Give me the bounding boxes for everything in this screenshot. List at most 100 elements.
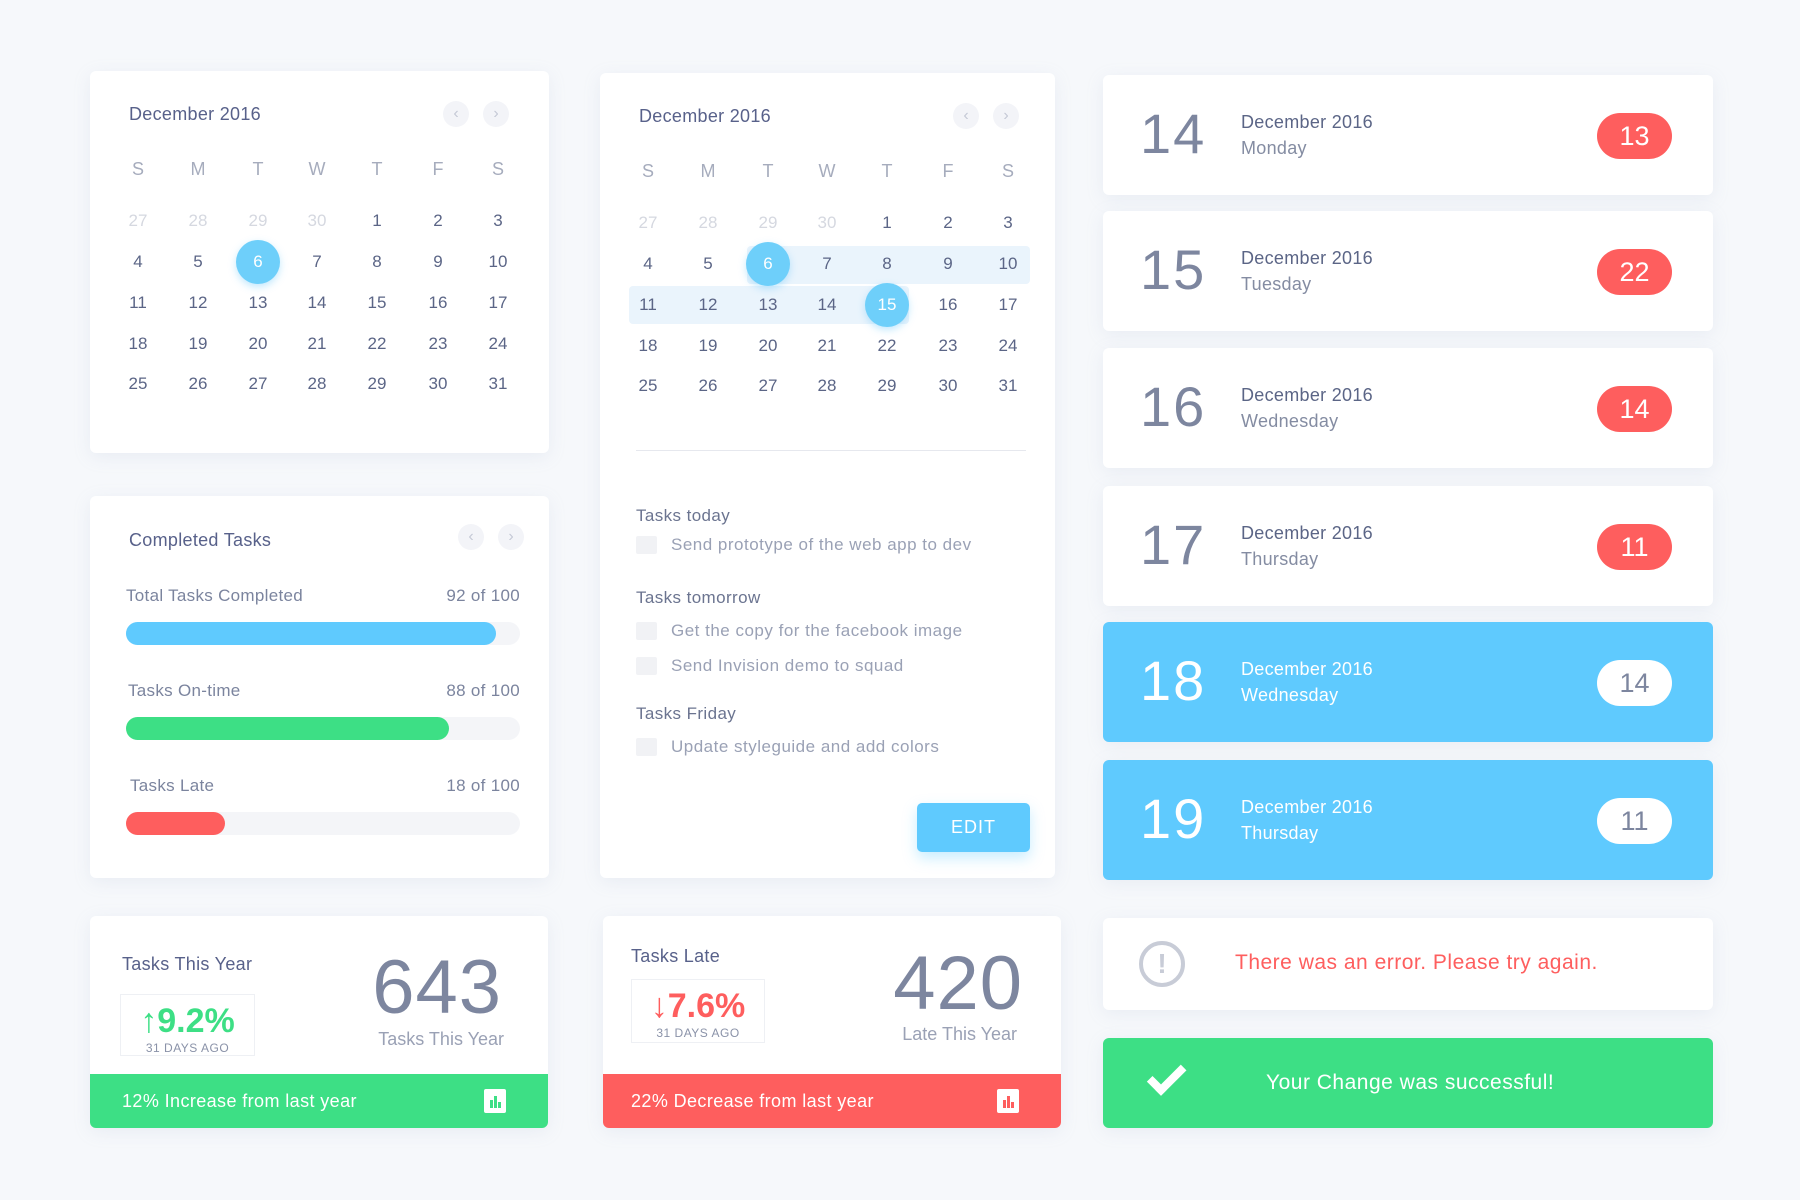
calendar-day[interactable]: 19	[188, 334, 208, 353]
calendar-day[interactable]: 27	[758, 376, 778, 395]
calendar-day[interactable]: 6	[746, 242, 790, 286]
calendar-day[interactable]: 30	[428, 374, 448, 393]
day-summary-card[interactable]: 16 December 2016 Wednesday 14	[1103, 348, 1713, 468]
day-month: December 2016	[1241, 659, 1373, 679]
calendar-day[interactable]: 26	[188, 374, 208, 393]
weekday-header: W	[308, 159, 326, 179]
calendar-day[interactable]: 20	[758, 336, 778, 355]
progress-value: 18 of 100	[446, 776, 520, 795]
calendar-day[interactable]: 28	[698, 213, 718, 232]
bar-chart-icon[interactable]	[484, 1089, 506, 1113]
calendar-day[interactable]: 22	[367, 334, 387, 353]
day-summary-card[interactable]: 14 December 2016 Monday 13	[1103, 75, 1713, 195]
calendar-day[interactable]: 28	[307, 374, 327, 393]
change-box: ↑9.2% 31 DAYS AGO	[120, 994, 255, 1056]
prev-button[interactable]: ‹	[458, 524, 484, 550]
calendar-day[interactable]: 16	[428, 293, 448, 312]
calendar-day[interactable]: 2	[433, 211, 443, 230]
calendar-day[interactable]: 1	[882, 213, 892, 232]
calendar-day[interactable]: 30	[817, 213, 837, 232]
calendar-day[interactable]: 5	[703, 254, 713, 273]
calendar-day[interactable]: 27	[128, 211, 148, 230]
calendar-day[interactable]: 6	[236, 240, 280, 284]
task-item[interactable]: Send Invision demo to squad	[636, 656, 904, 676]
calendar-day[interactable]: 25	[128, 374, 148, 393]
calendar-day[interactable]: 18	[128, 334, 148, 353]
calendar-day[interactable]: 15	[367, 293, 387, 312]
calendar-day[interactable]: 28	[188, 211, 208, 230]
calendar-day[interactable]: 29	[367, 374, 387, 393]
edit-button[interactable]: EDIT	[917, 803, 1030, 852]
calendar-day[interactable]: 29	[248, 211, 268, 230]
task-checkbox[interactable]	[636, 536, 657, 554]
task-checkbox[interactable]	[636, 622, 657, 640]
calendar-day[interactable]: 21	[307, 334, 327, 353]
calendar-day[interactable]: 7	[312, 252, 322, 271]
task-item[interactable]: Get the copy for the facebook image	[636, 621, 963, 641]
prev-month-button[interactable]: ‹	[443, 101, 469, 127]
progress-label: Tasks Late	[130, 776, 215, 795]
calendar-day[interactable]: 9	[433, 252, 443, 271]
calendar-day[interactable]: 14	[817, 295, 837, 314]
calendar-day[interactable]: 17	[488, 293, 508, 312]
task-item[interactable]: Send prototype of the web app to dev	[636, 535, 972, 555]
calendar-day[interactable]: 23	[428, 334, 448, 353]
bar-chart-icon[interactable]	[997, 1089, 1019, 1113]
task-checkbox[interactable]	[636, 738, 657, 756]
calendar-day[interactable]: 20	[248, 334, 268, 353]
calendar-day[interactable]: 13	[248, 293, 268, 312]
calendar-day[interactable]: 24	[998, 336, 1018, 355]
next-button[interactable]: ›	[498, 524, 524, 550]
calendar-day[interactable]: 25	[638, 376, 658, 395]
calendar-day[interactable]: 2	[943, 213, 953, 232]
calendar-day[interactable]: 4	[133, 252, 143, 271]
calendar-day[interactable]: 10	[998, 254, 1018, 273]
next-month-button[interactable]: ›	[483, 101, 509, 127]
calendar-day[interactable]: 17	[998, 295, 1018, 314]
calendar-day[interactable]: 29	[877, 376, 897, 395]
calendar-day[interactable]: 5	[193, 252, 203, 271]
day-summary-card[interactable]: 15 December 2016 Tuesday 22	[1103, 211, 1713, 331]
calendar-day[interactable]: 8	[882, 254, 892, 273]
day-number: 15	[1140, 238, 1207, 301]
calendar-day[interactable]: 31	[488, 374, 508, 393]
calendar-day[interactable]: 18	[638, 336, 658, 355]
day-summary-card[interactable]: 18 December 2016 Wednesday 14	[1103, 622, 1713, 742]
calendar-day[interactable]: 12	[698, 295, 718, 314]
calendar-day[interactable]: 3	[1003, 213, 1013, 232]
calendar-day[interactable]: 15	[865, 283, 909, 327]
task-item[interactable]: Update styleguide and add colors	[636, 737, 939, 757]
calendar-day[interactable]: 26	[698, 376, 718, 395]
calendar-day[interactable]: 4	[643, 254, 653, 273]
calendar-day[interactable]: 13	[758, 295, 778, 314]
calendar-day[interactable]: 1	[372, 211, 382, 230]
calendar-day[interactable]: 27	[638, 213, 658, 232]
calendar-day[interactable]: 11	[639, 295, 657, 314]
calendar-day[interactable]: 30	[307, 211, 327, 230]
calendar-day[interactable]: 9	[943, 254, 953, 273]
calendar-day[interactable]: 12	[188, 293, 208, 312]
calendar-day[interactable]: 3	[493, 211, 503, 230]
calendar-day[interactable]: 10	[488, 252, 508, 271]
task-checkbox[interactable]	[636, 657, 657, 675]
calendar-day[interactable]: 7	[822, 254, 832, 273]
calendar-day[interactable]: 28	[817, 376, 837, 395]
day-summary-card[interactable]: 17 December 2016 Thursday 11	[1103, 486, 1713, 606]
stat-title: Tasks Late	[631, 946, 721, 966]
calendar-day[interactable]: 11	[129, 293, 147, 312]
calendar-day[interactable]: 16	[938, 295, 958, 314]
prev-month-button[interactable]: ‹	[953, 103, 979, 129]
calendar-day[interactable]: 30	[938, 376, 958, 395]
calendar-day[interactable]: 27	[248, 374, 268, 393]
calendar-day[interactable]: 21	[817, 336, 837, 355]
calendar-day[interactable]: 19	[698, 336, 718, 355]
calendar-day[interactable]: 23	[938, 336, 958, 355]
next-month-button[interactable]: ›	[993, 103, 1019, 129]
calendar-day[interactable]: 14	[307, 293, 327, 312]
calendar-day[interactable]: 22	[877, 336, 897, 355]
calendar-day[interactable]: 31	[998, 376, 1018, 395]
day-summary-card[interactable]: 19 December 2016 Thursday 11	[1103, 760, 1713, 880]
calendar-day[interactable]: 29	[758, 213, 778, 232]
calendar-day[interactable]: 8	[372, 252, 382, 271]
calendar-day[interactable]: 24	[488, 334, 508, 353]
